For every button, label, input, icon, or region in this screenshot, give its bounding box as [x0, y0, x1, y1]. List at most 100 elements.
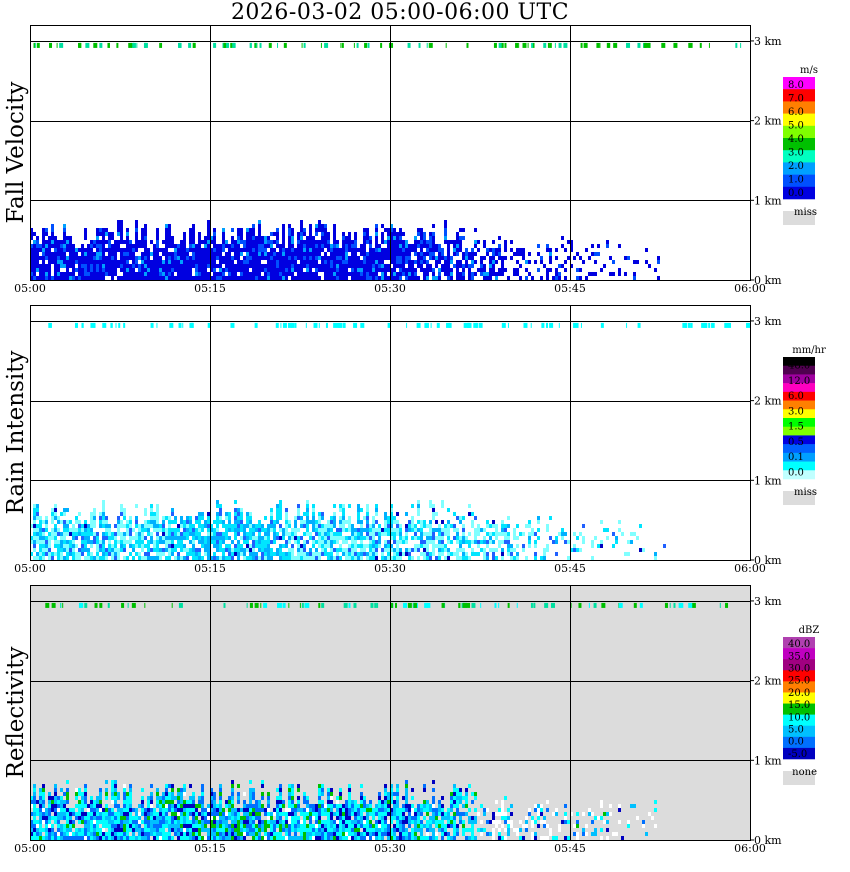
echo-cell: [360, 792, 363, 796]
echo-cell: [393, 532, 396, 536]
echo-cell: [333, 272, 336, 276]
echo-cell: [531, 528, 534, 532]
echo-cell: [456, 536, 459, 540]
echo-cell: [240, 548, 243, 552]
echo-cell: [369, 256, 372, 260]
echo-cell: [423, 240, 426, 244]
echo-cell: [477, 828, 480, 832]
echo-cell: [150, 508, 153, 512]
echo-cell: [162, 524, 165, 528]
echo-cell: [336, 536, 339, 540]
echo-cell: [108, 260, 111, 264]
echo-cell: [558, 272, 561, 276]
clutter-mark: [425, 323, 429, 328]
echo-cell: [63, 556, 66, 560]
echo-cell: [234, 532, 237, 536]
echo-cell: [36, 540, 39, 544]
echo-cell: [60, 828, 63, 832]
echo-cell: [297, 508, 300, 512]
echo-cell: [387, 520, 390, 524]
echo-cell: [150, 784, 153, 788]
echo-cell: [315, 836, 318, 840]
echo-cell: [393, 252, 396, 256]
echo-cell: [303, 228, 306, 232]
echo-cell: [69, 552, 72, 556]
echo-cell: [117, 260, 120, 264]
echo-cell: [48, 236, 51, 240]
echo-cell: [162, 540, 165, 544]
echo-cell: [177, 264, 180, 268]
echo-cell: [87, 260, 90, 264]
echo-cell: [276, 232, 279, 236]
echo-cell: [63, 812, 66, 816]
echo-cell: [186, 260, 189, 264]
echo-cell: [39, 548, 42, 552]
echo-cell: [93, 524, 96, 528]
echo-cell: [456, 532, 459, 536]
echo-cell: [75, 788, 78, 792]
echo-cell: [339, 256, 342, 260]
echo-cell: [372, 248, 375, 252]
echo-cell: [453, 836, 456, 840]
echo-cell: [357, 268, 360, 272]
echo-cell: [219, 808, 222, 812]
echo-cell: [51, 816, 54, 820]
echo-cell: [432, 532, 435, 536]
echo-cell: [441, 544, 444, 548]
echo-cell: [348, 244, 351, 248]
echo-cell: [438, 808, 441, 812]
echo-cell: [378, 248, 381, 252]
echo-cell: [246, 804, 249, 808]
echo-cell: [444, 812, 447, 816]
echo-cell: [144, 524, 147, 528]
echo-cell: [330, 276, 333, 280]
echo-cell: [303, 520, 306, 524]
echo-cell: [306, 516, 309, 520]
echo-cell: [204, 264, 207, 268]
echo-cell: [81, 816, 84, 820]
echo-cell: [180, 520, 183, 524]
echo-cell: [300, 228, 303, 232]
echo-cell: [246, 544, 249, 548]
echo-cell: [309, 232, 312, 236]
echo-cell: [36, 812, 39, 816]
echo-cell: [90, 808, 93, 812]
echo-cell: [132, 828, 135, 832]
echo-cell: [381, 812, 384, 816]
echo-cell: [411, 520, 414, 524]
echo-cell: [171, 520, 174, 524]
echo-cell: [93, 516, 96, 520]
echo-cell: [75, 556, 78, 560]
echo-cell: [165, 260, 168, 264]
echo-cell: [648, 264, 651, 268]
echo-cell: [78, 788, 81, 792]
echo-cell: [204, 824, 207, 828]
echo-cell: [90, 248, 93, 252]
echo-cell: [99, 816, 102, 820]
echo-cell: [405, 552, 408, 556]
echo-cell: [180, 248, 183, 252]
echo-cell: [618, 244, 621, 248]
echo-cell: [393, 536, 396, 540]
echo-cell: [444, 256, 447, 260]
echo-cell: [330, 552, 333, 556]
echo-cell: [207, 532, 210, 536]
echo-cell: [99, 524, 102, 528]
echo-cell: [432, 780, 435, 784]
echo-cell: [222, 276, 225, 280]
echo-cell: [366, 532, 369, 536]
echo-cell: [198, 536, 201, 540]
echo-cell: [492, 556, 495, 560]
echo-cell: [114, 272, 117, 276]
echo-cell: [228, 268, 231, 272]
echo-cell: [477, 544, 480, 548]
echo-cell: [159, 836, 162, 840]
echo-cell: [156, 240, 159, 244]
echo-cell: [366, 232, 369, 236]
clutter-mark: [269, 43, 272, 48]
echo-cell: [93, 508, 96, 512]
echo-cell: [312, 816, 315, 820]
echo-cell: [246, 264, 249, 268]
echo-cell: [348, 828, 351, 832]
